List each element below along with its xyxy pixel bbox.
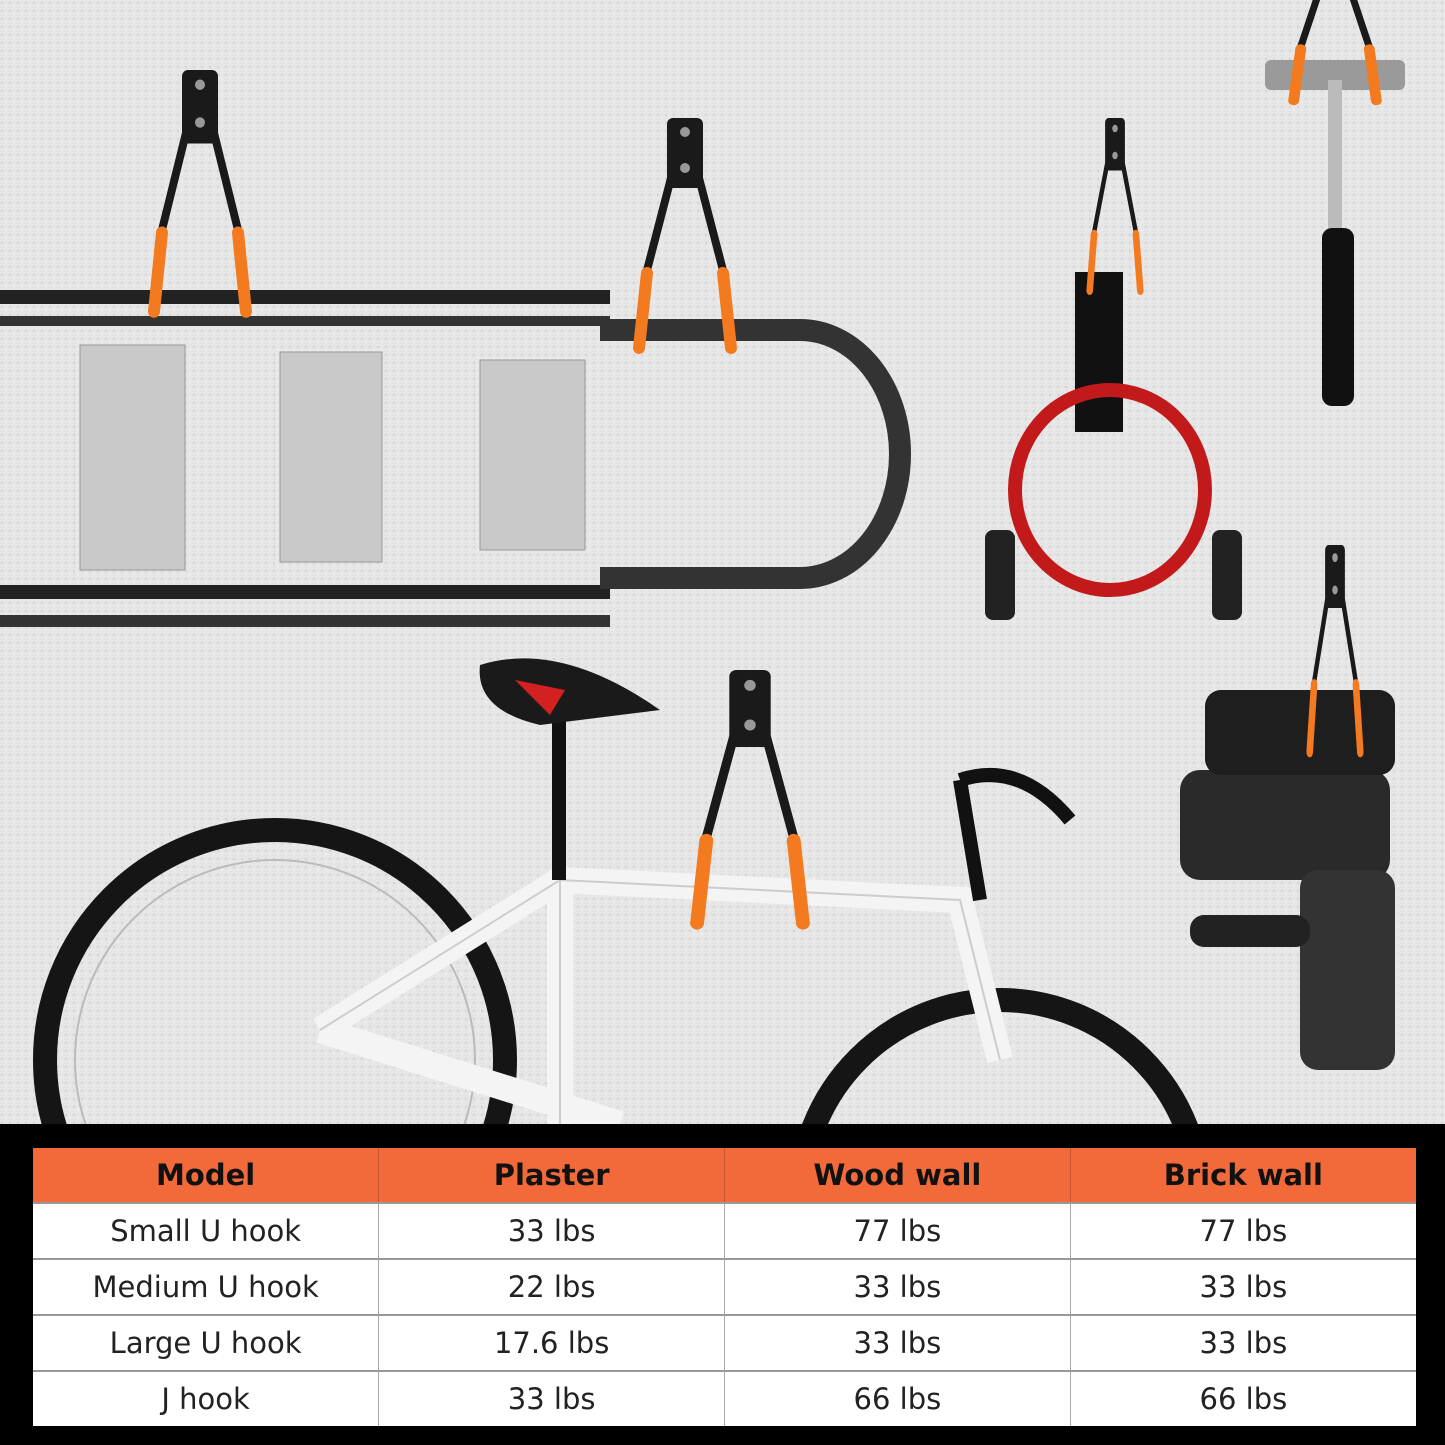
header-plaster: Plaster [378, 1148, 725, 1203]
table-row: Small U hook 33 lbs 77 lbs 77 lbs [33, 1202, 1416, 1259]
cell-wood-wall: 77 lbs [724, 1202, 1071, 1259]
header-model: Model [33, 1148, 379, 1203]
table-row: J hook 33 lbs 66 lbs 66 lbs [33, 1370, 1416, 1426]
cell-brick-wall: 33 lbs [1069, 1258, 1416, 1315]
cell-brick-wall: 33 lbs [1069, 1314, 1416, 1371]
cell-wood-wall: 33 lbs [724, 1314, 1071, 1371]
table-header-row: Model Plaster Wood wall Brick wall [33, 1148, 1416, 1203]
cell-brick-wall: 66 lbs [1069, 1370, 1416, 1426]
extension-cord-image [985, 272, 1242, 620]
table-row: Medium U hook 22 lbs 33 lbs 33 lbs [33, 1258, 1416, 1315]
cell-model: Small U hook [33, 1202, 379, 1259]
drill-image [1180, 690, 1395, 1070]
cell-wood-wall: 33 lbs [724, 1258, 1071, 1315]
cell-plaster: 17.6 lbs [378, 1314, 725, 1371]
cell-plaster: 22 lbs [378, 1258, 725, 1315]
ladder-image [0, 290, 911, 627]
header-brick-wall: Brick wall [1069, 1148, 1416, 1203]
product-photo-wall-hooks [0, 0, 1445, 1124]
header-wood-wall: Wood wall [724, 1148, 1071, 1203]
cell-model: Medium U hook [33, 1258, 379, 1315]
load-capacity-table: Model Plaster Wood wall Brick wall Small… [33, 1148, 1416, 1426]
load-capacity-panel: Model Plaster Wood wall Brick wall Small… [0, 1124, 1445, 1445]
cell-plaster: 33 lbs [378, 1370, 725, 1426]
cell-model: Large U hook [33, 1314, 379, 1371]
cell-brick-wall: 77 lbs [1069, 1202, 1416, 1259]
table-row: Large U hook 17.6 lbs 33 lbs 33 lbs [33, 1314, 1416, 1371]
cell-model: J hook [33, 1370, 379, 1426]
bicycle-image [33, 658, 1198, 1124]
cell-plaster: 33 lbs [378, 1202, 725, 1259]
cell-wood-wall: 66 lbs [724, 1370, 1071, 1426]
